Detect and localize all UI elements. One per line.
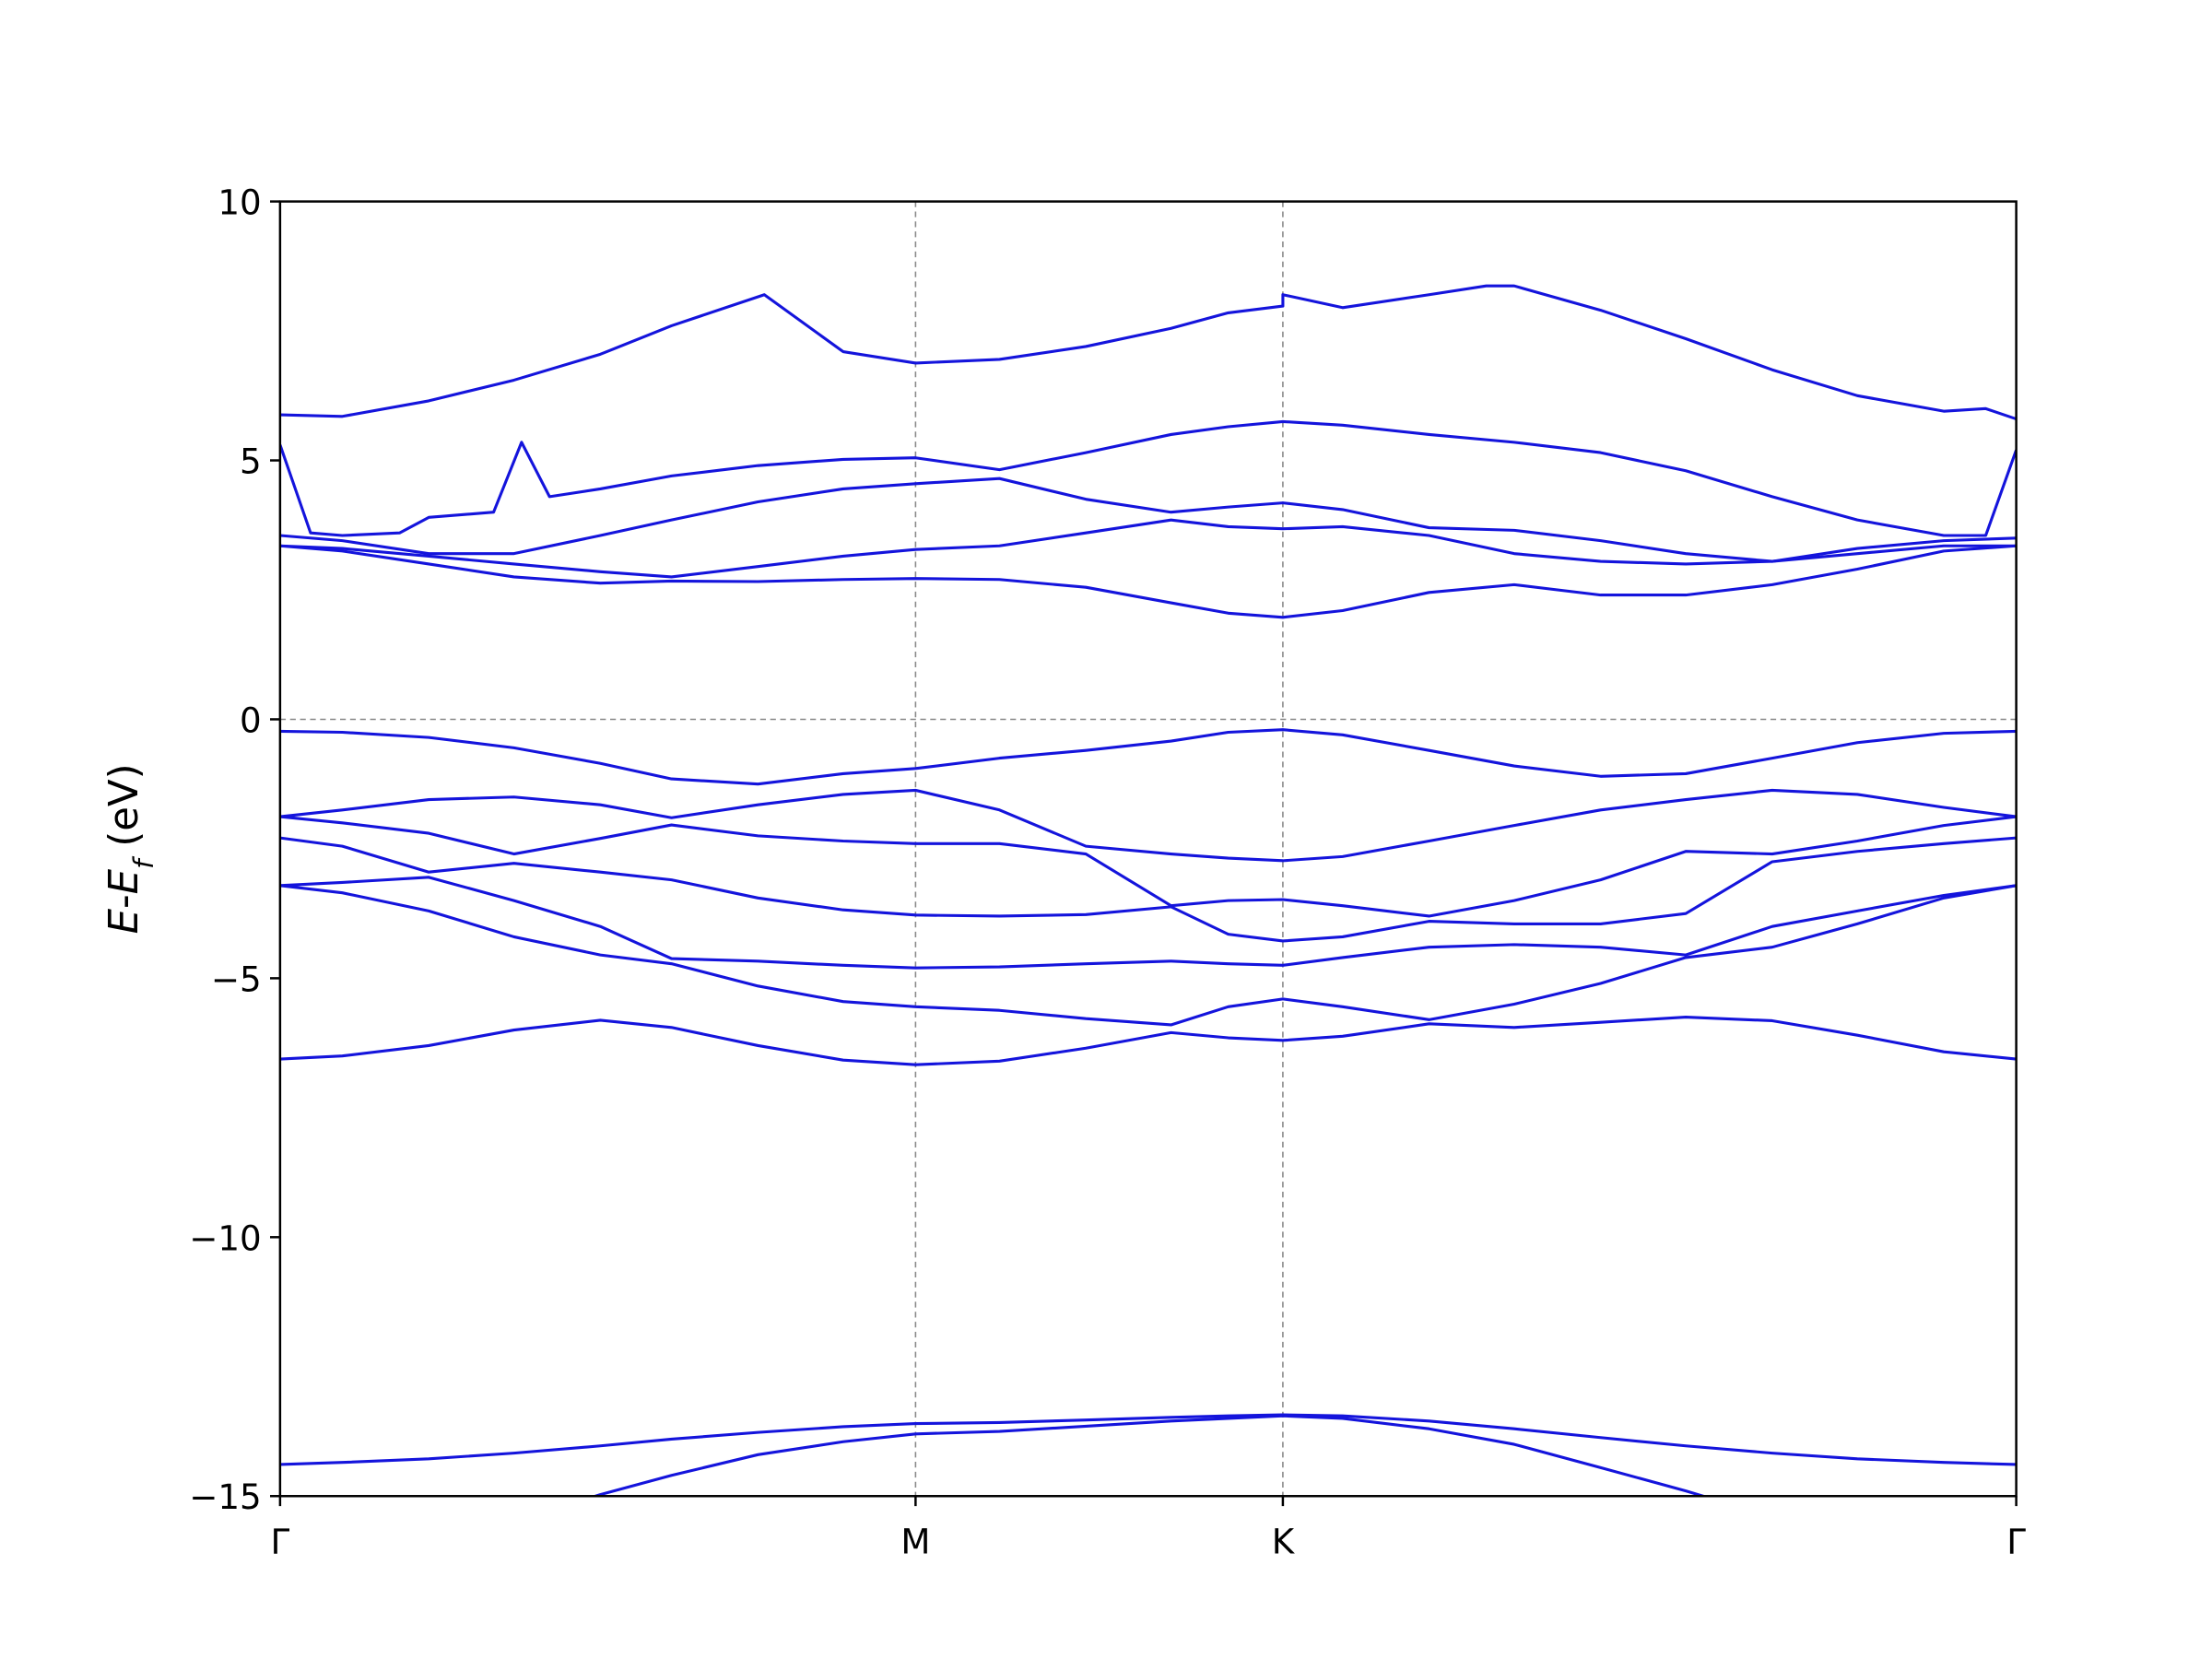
y-label-part: E <box>101 908 147 934</box>
band-line <box>279 518 2017 579</box>
y-tick-label: 10 <box>218 182 261 223</box>
y-tick-label: −10 <box>189 1218 261 1258</box>
y-label-part: E <box>101 868 147 894</box>
band-line <box>279 477 2017 563</box>
y-label-part: f <box>128 855 159 869</box>
band-line <box>279 284 2017 421</box>
band-line <box>279 728 2017 786</box>
band-line <box>279 876 2017 970</box>
y-tick-label: 5 <box>240 441 262 481</box>
x-tick-label: M <box>900 1521 930 1561</box>
y-tick-label: −5 <box>211 959 262 999</box>
band-line <box>279 884 2017 1027</box>
x-tick-label: Γ <box>271 1521 290 1561</box>
band-line <box>279 1015 2017 1066</box>
y-tick-label: −15 <box>189 1477 261 1517</box>
band-line <box>279 1413 2017 1466</box>
y-label-part: (eV) <box>101 763 147 859</box>
x-tick-label: K <box>1272 1521 1296 1561</box>
band-line <box>279 419 2017 537</box>
band-line <box>590 1414 1709 1497</box>
bands <box>279 284 2017 1497</box>
y-label-part: - <box>101 894 147 909</box>
band-line <box>279 544 2017 619</box>
axes-frame <box>278 200 2018 1498</box>
y-tick-label: 0 <box>240 700 262 740</box>
y-axis-label: E-Ef (eV) <box>101 763 159 934</box>
band-line <box>279 788 2017 863</box>
x-tick-label: Γ <box>2006 1521 2026 1561</box>
band-line <box>279 815 2017 918</box>
